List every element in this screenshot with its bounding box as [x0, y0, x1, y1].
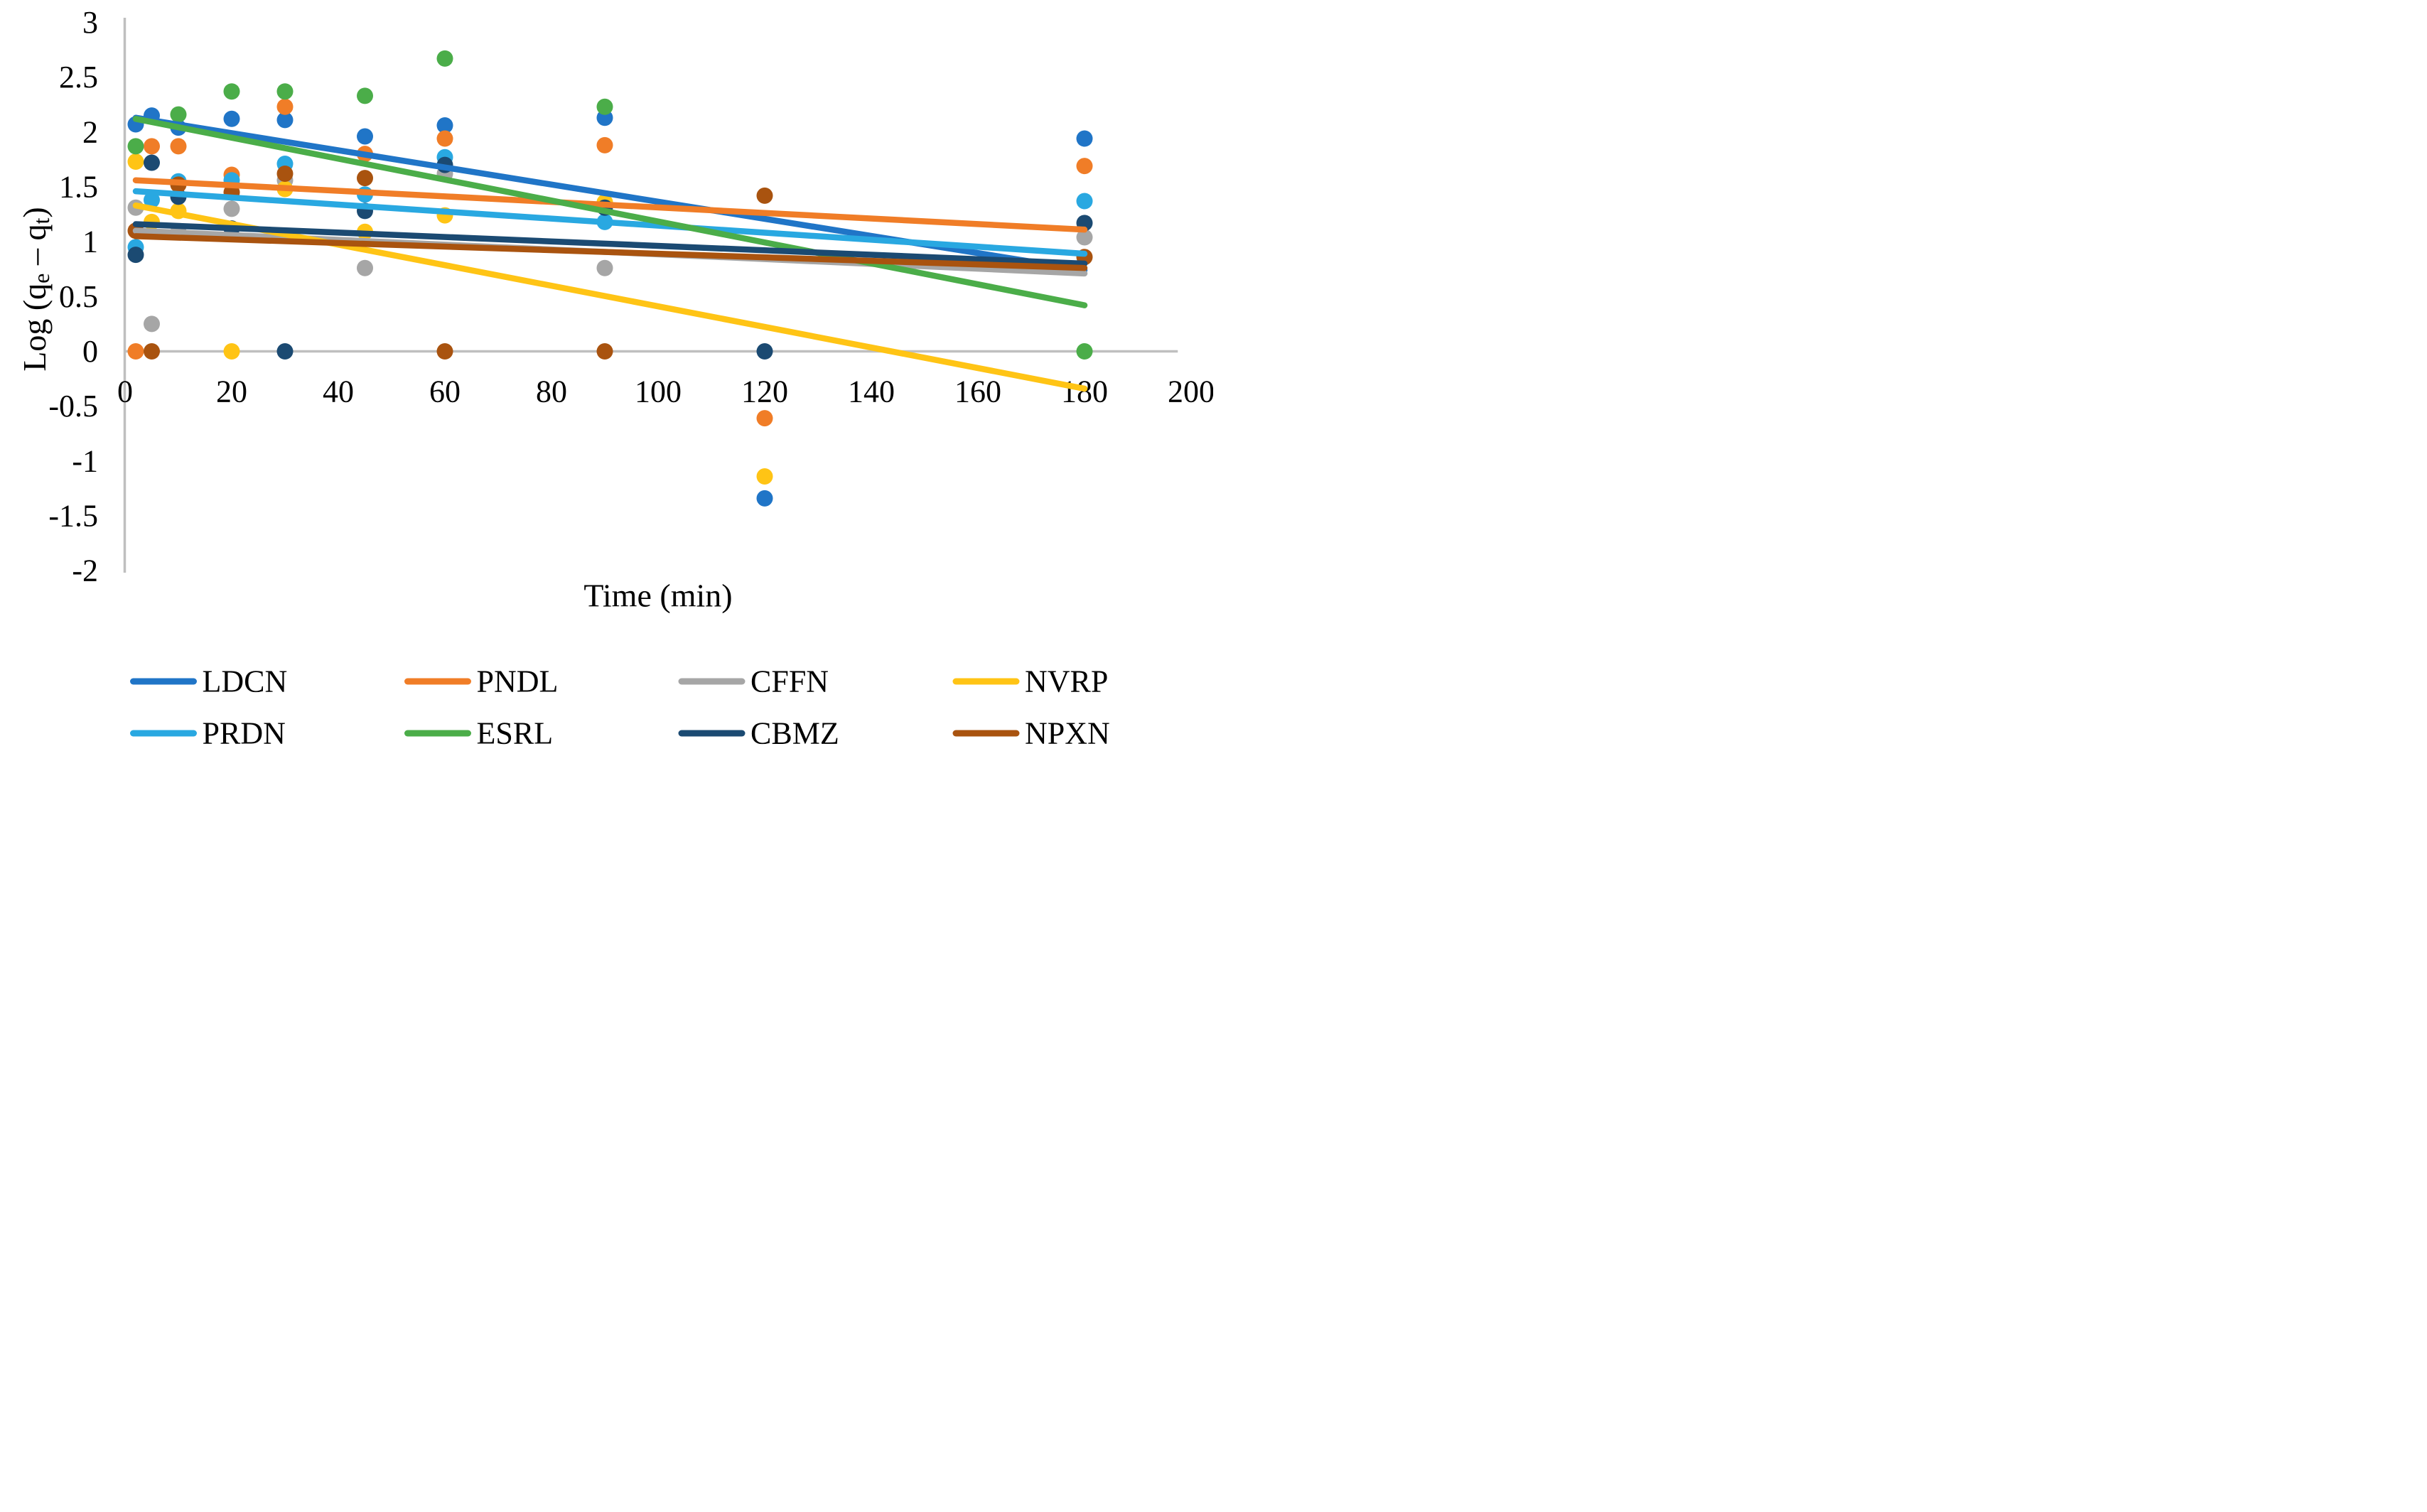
- data-point-esrl: [436, 50, 453, 67]
- y-tick-label: 1.5: [59, 169, 98, 204]
- data-point-npxn: [357, 170, 373, 187]
- x-tick-label: 160: [954, 374, 1001, 409]
- chart-page: 3 2.5 2 1.5 1 0.5 0 -0.5 -1 -1.5 -2 0 20 40 60 80 100 120…: [0, 0, 1213, 756]
- x-tick-label: 120: [741, 374, 788, 409]
- legend-label-prdn: PRDN: [203, 716, 286, 751]
- data-point-pndl: [276, 98, 294, 115]
- x-tick-label: 100: [635, 374, 682, 409]
- data-point-npxn: [596, 343, 613, 360]
- data-point-npxn: [276, 165, 294, 182]
- data-point-ldcn: [436, 117, 453, 134]
- data-point-npxn: [144, 343, 160, 360]
- legend-item-nvrp: NVRP: [952, 664, 1108, 699]
- y-tick-label: 0.5: [59, 279, 98, 314]
- data-point-esrl: [170, 106, 187, 123]
- y-tick-label: 1: [82, 225, 98, 259]
- legend-label-esrl: ESRL: [477, 716, 554, 751]
- x-tick-label: 80: [536, 374, 567, 409]
- legend-item-ldcn: LDCN: [130, 664, 288, 699]
- data-point-pndl: [1076, 158, 1093, 175]
- data-point-pndl: [436, 130, 453, 147]
- data-point-cbmz: [127, 247, 144, 264]
- data-point-npxn: [436, 343, 453, 360]
- data-point-pndl: [144, 138, 160, 155]
- legend-label-npxn: NPXN: [1025, 716, 1110, 751]
- data-point-nvrp: [756, 468, 773, 485]
- data-point-cffn: [223, 200, 240, 217]
- legend-label-cffn: CFFN: [750, 664, 829, 699]
- y-tick-label: -2: [72, 554, 98, 588]
- data-point-ldcn: [223, 110, 240, 127]
- legend-item-npxn: NPXN: [952, 716, 1110, 751]
- y-tick-label: 2: [82, 114, 98, 149]
- data-point-cffn: [144, 315, 160, 333]
- x-tick-label: 40: [323, 374, 354, 409]
- data-point-esrl: [223, 83, 240, 100]
- legend-item-esrl: ESRL: [404, 716, 554, 751]
- kinetics-scatter-chart: 3 2.5 2 1.5 1 0.5 0 -0.5 -1 -1.5 -2 0 20 40 60 80 100 120…: [0, 0, 1214, 756]
- x-axis-title: Time (min): [583, 578, 732, 614]
- chart-svg: 3 2.5 2 1.5 1 0.5 0 -0.5 -1 -1.5 -2 0 20 40 60 80 100 120…: [16, 5, 1214, 751]
- data-point-pndl: [127, 343, 144, 360]
- data-point-npxn: [756, 187, 773, 204]
- y-tick-label: 3: [82, 5, 98, 40]
- legend-item-prdn: PRDN: [130, 716, 286, 751]
- data-point-prdn: [1076, 193, 1093, 210]
- trend-line-prdn: [132, 188, 1088, 257]
- trend-line-nvrp: [132, 202, 1088, 392]
- x-tick-label: 140: [848, 374, 895, 409]
- y-tick-label: 0: [82, 334, 98, 369]
- data-point-esrl: [596, 98, 613, 115]
- trend-line-esrl: [132, 116, 1088, 308]
- trend-line-cbmz: [132, 221, 1088, 267]
- data-point-cffn: [357, 259, 373, 276]
- x-tick-label: 200: [1168, 374, 1213, 409]
- data-point-ldcn: [357, 128, 373, 145]
- trend-line-npxn: [132, 233, 1088, 271]
- data-point-ldcn: [276, 112, 294, 129]
- data-point-esrl: [1076, 343, 1093, 360]
- y-tick-label: 2.5: [59, 60, 98, 94]
- data-point-pndl: [756, 410, 773, 427]
- legend-label-pndl: PNDL: [477, 664, 559, 699]
- data-point-cffn: [596, 259, 613, 276]
- data-point-esrl: [276, 83, 294, 100]
- y-axis-title: Log (qe​ – qt​): [16, 207, 55, 372]
- data-point-pndl: [596, 136, 613, 153]
- y-tick-label: -1: [72, 443, 98, 478]
- x-tick-label: 60: [429, 374, 461, 409]
- data-point-ldcn: [1076, 130, 1093, 147]
- data-point-prdn: [144, 191, 160, 208]
- x-tick-label: 20: [216, 374, 247, 409]
- y-tick-label: -1.5: [48, 499, 98, 534]
- data-point-pndl: [170, 138, 187, 155]
- data-point-cbmz: [756, 343, 773, 360]
- legend-item-cffn: CFFN: [678, 664, 829, 699]
- data-point-nvrp: [223, 343, 240, 360]
- data-point-esrl: [127, 138, 144, 155]
- data-point-ldcn: [756, 490, 773, 507]
- legend-item-pndl: PNDL: [404, 664, 559, 699]
- legend-item-cbmz: CBMZ: [678, 716, 839, 751]
- y-tick-label: -0.5: [48, 389, 98, 423]
- data-point-cbmz: [276, 343, 294, 360]
- x-tick-label: 0: [117, 374, 133, 409]
- legend-label-ldcn: LDCN: [203, 664, 288, 699]
- data-point-cffn: [1076, 229, 1093, 246]
- legend-label-nvrp: NVRP: [1025, 664, 1108, 699]
- data-point-cbmz: [144, 154, 160, 171]
- data-point-esrl: [357, 87, 373, 104]
- data-point-nvrp: [127, 153, 144, 170]
- trend-line-pndl: [132, 177, 1088, 233]
- legend-label-cbmz: CBMZ: [750, 716, 839, 751]
